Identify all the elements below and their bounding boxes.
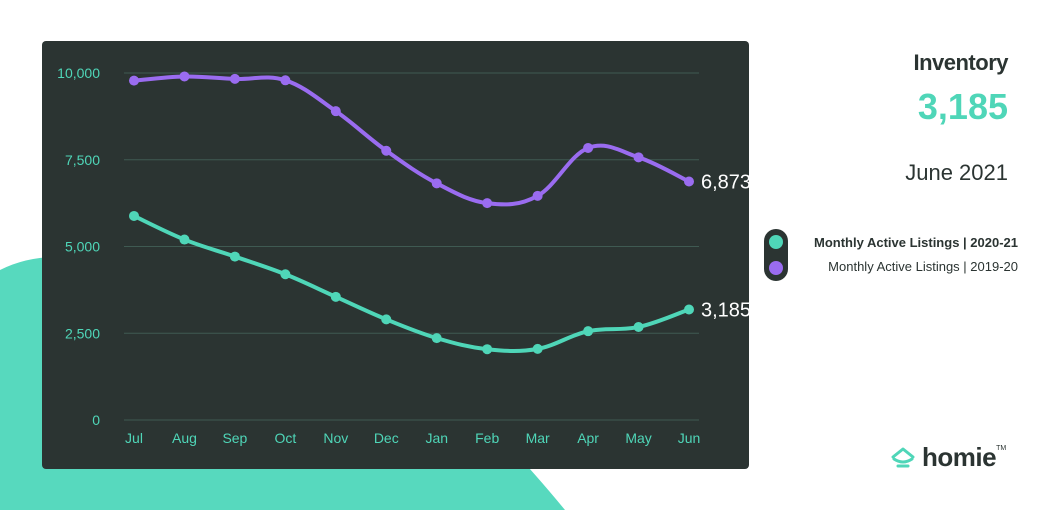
data-point [179,71,190,82]
data-point [583,326,594,337]
x-tick-label: Apr [577,430,599,446]
data-point [280,75,291,86]
data-point [381,314,392,325]
logo-wordmark: homie [922,441,997,472]
x-tick-label: Sep [222,430,247,446]
data-point [583,142,594,153]
data-point [633,152,644,163]
data-point [330,291,341,302]
legend-label-2020-21: Monthly Active Listings | 2020-21 [814,235,1018,250]
data-point [280,269,291,280]
data-point [179,234,190,245]
y-tick-label: 5,000 [65,239,100,255]
y-tick-label: 0 [92,412,100,428]
data-point [129,75,139,86]
chart-panel: 0 2,500 5,000 7,500 10,000 Jul Aug Sep Oct Nov Dec… [42,41,749,469]
series-end-label: 6,873 [701,172,749,194]
data-point [229,251,240,262]
line-chart: 0 2,500 5,000 7,500 10,000 Jul Aug Sep Oct Nov Dec… [57,65,749,446]
series-line [132,74,691,207]
legend-dot-2019-20 [769,261,783,275]
x-tick-label: Jun [678,430,701,446]
x-tick-label: Feb [475,430,499,446]
data-point [684,176,694,187]
data-point [229,73,240,84]
data-point [532,343,543,354]
data-point [633,322,644,333]
chart-legend: Monthly Active Listings | 2020-21 Monthl… [764,229,1034,281]
series-end-label: 3,185 [701,299,749,321]
headline-value: 3,185 [917,86,1008,127]
brand-logo: homie TM [890,441,1006,473]
data-point [482,198,493,209]
x-tick-label: May [625,430,651,446]
legend-marker-pill [764,229,788,281]
series-line [132,213,691,353]
data-point [129,210,139,221]
data-point [482,344,493,355]
x-tick-label: Mar [526,430,550,446]
house-icon [891,447,915,468]
data-point [330,106,341,117]
x-tick-label: Dec [374,430,399,446]
page-title: Inventory [913,50,1008,75]
y-tick-label: 7,500 [65,152,100,168]
x-tick-label: Aug [172,430,197,446]
x-tick-label: Oct [274,430,296,446]
date-label: June 2021 [905,160,1008,185]
logo-trademark: TM [996,445,1007,452]
data-point [431,178,442,189]
y-tick-label: 2,500 [65,325,100,341]
legend-dot-2020-21 [769,235,783,249]
data-point [381,145,392,156]
x-tick-label: Jul [125,430,143,446]
data-point [431,333,442,344]
y-tick-label: 10,000 [57,65,100,81]
data-point [532,190,543,201]
x-tick-label: Nov [323,430,348,446]
x-tick-label: Jan [425,430,448,446]
data-point [684,304,694,315]
legend-label-2019-20: Monthly Active Listings | 2019-20 [828,259,1018,274]
